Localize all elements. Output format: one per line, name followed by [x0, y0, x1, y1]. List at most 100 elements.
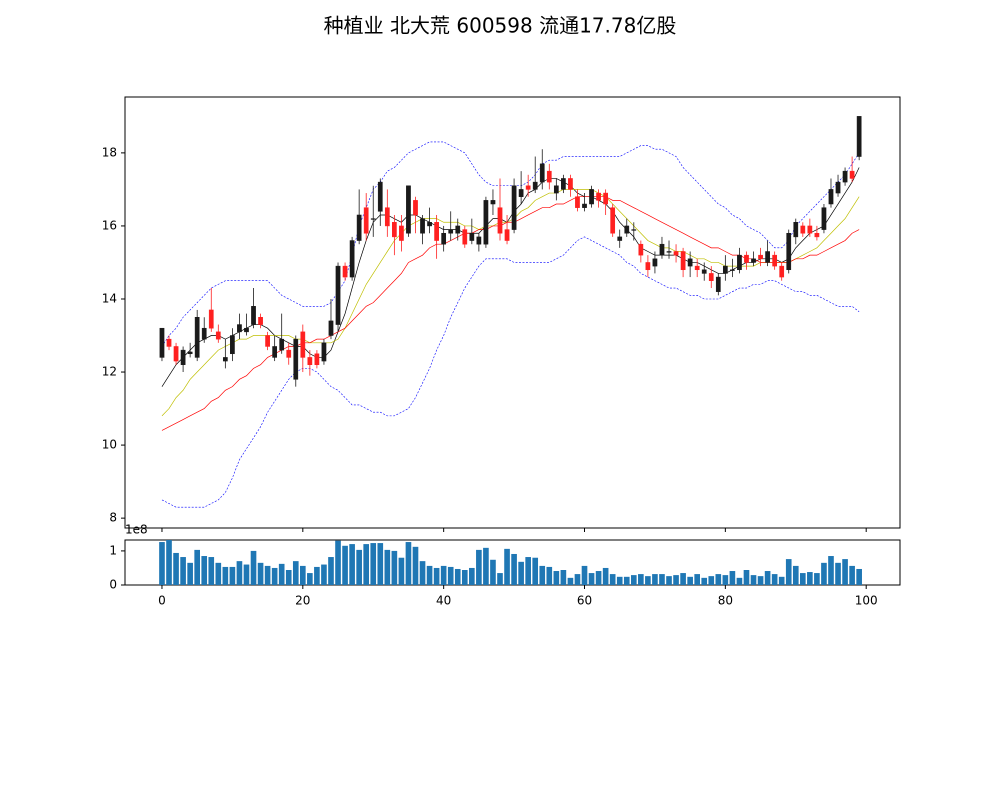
candle-body: [448, 229, 454, 234]
volume-bar: [638, 574, 644, 585]
candle-body: [758, 254, 763, 260]
candle-body: [194, 316, 200, 358]
candle-body: [208, 309, 214, 329]
volume-bar: [377, 543, 384, 585]
volume-bar: [849, 565, 855, 585]
volume-bar: [792, 565, 799, 585]
y-tick-label: 0: [109, 578, 117, 592]
candle-body: [807, 225, 813, 234]
volume-bar: [560, 570, 567, 585]
volume-bar: [412, 546, 419, 585]
candle-body: [293, 338, 299, 380]
y-tick-label: 1: [109, 543, 117, 557]
candle-body: [666, 251, 672, 253]
candle-body: [793, 222, 799, 238]
y-tick-label: 10: [102, 438, 117, 452]
candle-body: [546, 170, 552, 183]
candle-body: [603, 192, 608, 205]
volume-bar: [342, 545, 348, 585]
candle-body: [786, 232, 792, 271]
candle-body: [518, 189, 524, 197]
candle-body: [187, 351, 193, 355]
candle-body: [673, 251, 679, 256]
candle-body: [821, 207, 827, 230]
candle-body: [610, 207, 616, 234]
x-tick-label: 40: [436, 594, 451, 608]
volume-bar: [807, 572, 813, 585]
candle-body: [427, 222, 432, 227]
volume-bar: [300, 565, 306, 585]
candle-body: [159, 327, 165, 358]
volume-bar: [842, 559, 848, 585]
candle-body: [483, 200, 489, 245]
candle-body: [441, 232, 447, 245]
candle-body: [638, 243, 644, 256]
candle-body: [680, 251, 686, 271]
volume-bar: [645, 576, 651, 585]
candle-body: [434, 222, 439, 241]
volume-bar: [785, 559, 792, 585]
volume-bar: [771, 574, 778, 585]
volume-bar: [363, 544, 370, 585]
candle-body: [532, 181, 538, 190]
candle-body: [497, 207, 503, 234]
candle-body: [765, 251, 770, 263]
axis-multiplier: 1e8: [125, 523, 148, 537]
volume-bar: [370, 543, 377, 585]
volume-bar: [814, 573, 820, 585]
volume-bar: [483, 547, 489, 585]
candle-body: [575, 196, 580, 208]
y-tick-label: 14: [102, 291, 117, 305]
candle-body: [215, 331, 221, 340]
volume-bar: [257, 562, 264, 585]
candle-body: [800, 225, 806, 234]
volume-bar: [236, 561, 243, 585]
y-tick-label: 16: [102, 218, 117, 232]
volume-bar: [694, 574, 700, 585]
candle-body: [406, 185, 411, 234]
candle-body: [659, 243, 665, 256]
candle-body: [420, 218, 425, 234]
volume-bar: [426, 565, 433, 585]
volume-bar: [159, 542, 165, 585]
candle-body: [476, 236, 482, 245]
volume-bar: [271, 567, 278, 585]
x-tick-label: 0: [158, 594, 166, 608]
volume-bar: [574, 574, 581, 585]
ma-line: [161, 189, 860, 417]
candle-body: [835, 181, 841, 194]
volume-bar: [659, 574, 665, 585]
volume-bar: [546, 566, 553, 585]
candle-body: [370, 218, 376, 220]
volume-bar: [652, 574, 658, 585]
volume-bar: [384, 549, 391, 585]
volume-bar: [264, 565, 271, 585]
volume-bar: [581, 565, 588, 585]
candle-body: [258, 316, 263, 325]
candle-body: [222, 357, 228, 362]
candle-body: [744, 254, 749, 263]
candle-body: [469, 232, 475, 241]
volume-bar: [454, 568, 461, 585]
volume-bar: [173, 552, 179, 585]
candle-body: [342, 265, 348, 278]
candle-body: [504, 229, 510, 241]
candle-body: [237, 324, 242, 333]
volume-bar: [194, 549, 200, 585]
candle-body: [737, 254, 742, 271]
volume-bar: [525, 557, 531, 585]
volume-bar: [623, 576, 630, 585]
volume-bar: [687, 576, 693, 585]
volume-bar: [321, 564, 327, 585]
volume-bar: [229, 566, 236, 585]
candle-body: [708, 273, 714, 281]
volume-bar: [250, 550, 257, 585]
candle-body: [173, 346, 179, 362]
volume-bar: [490, 559, 496, 585]
volume-bar: [518, 561, 524, 585]
volume-bar: [743, 570, 750, 585]
candle-body: [525, 185, 531, 190]
candle-body: [328, 320, 334, 336]
volume-bar: [729, 571, 736, 585]
candle-body: [265, 335, 270, 347]
